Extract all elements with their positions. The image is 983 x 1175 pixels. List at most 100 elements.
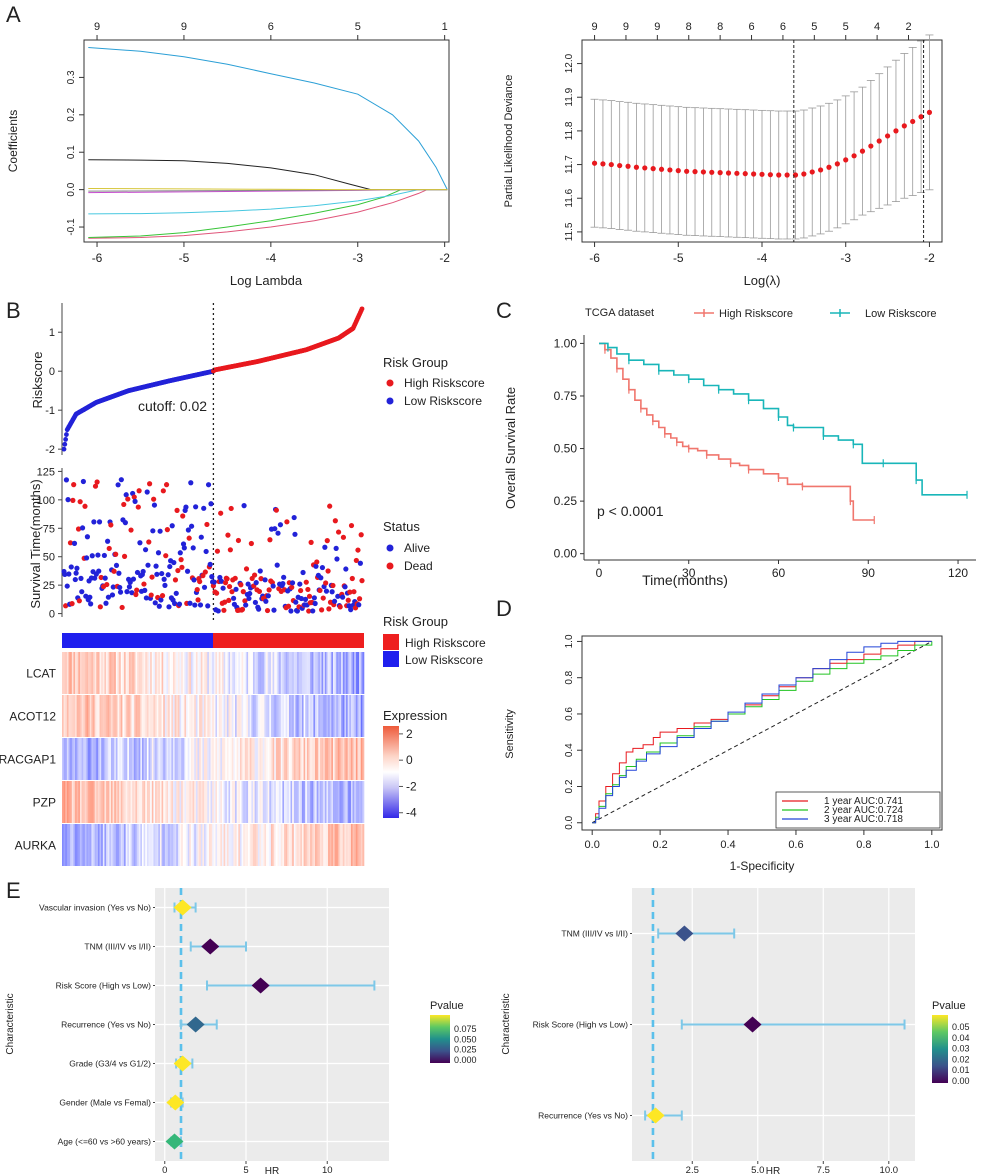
heatmap-cell [62,738,64,780]
heatmap-cell [71,695,74,737]
heatmap-cell [297,738,299,780]
heatmap-cell [241,652,244,694]
heatmap-cell [341,781,344,823]
heatmap-cell [342,781,345,823]
heatmap-cell [140,781,143,823]
pvalue-legend-title: Pvalue [430,1000,464,1012]
dead-point [97,604,103,610]
hr-diamond [166,1094,185,1111]
heatmap-cell [179,781,182,823]
heatmap-cell [181,824,184,866]
alive-point [343,566,349,572]
heatmap-cell [63,824,66,866]
heatmap-cell [68,738,71,780]
alive-point [162,582,168,588]
alive-point [126,584,133,590]
dead-point [303,579,309,585]
heatmap-cell [251,652,254,694]
y-tick-label: 0.1 [66,145,77,159]
heatmap-cell [106,695,109,737]
heatmap-cell [362,781,365,823]
alive-point [177,550,183,556]
heatmap-cell [293,781,296,823]
dead-point [284,519,290,525]
gene-label-pzp: PZP [33,796,56,810]
heatmap-cell [96,824,99,866]
heatmap-cell [226,824,229,866]
heatmap-cell [318,738,321,780]
heatmap-cell [233,738,236,780]
heatmap-cell [109,652,112,694]
heatmap-cell [310,738,313,780]
heatmap-cell [166,695,169,737]
heatmap-cell [315,652,317,694]
legend-low-label: Low Riskscore [865,308,937,320]
dead-point [131,494,137,500]
heatmap-cell [339,652,342,694]
heatmap-cell [186,652,188,694]
heatmap-cell [207,738,210,780]
heatmap-cell [233,781,236,823]
pvalue-colorbar [932,1015,948,1083]
heatmap-cell [75,824,77,866]
alive-point [88,601,94,607]
dead-point [242,598,248,604]
heatmap-cell [159,695,162,737]
heatmap-cell [270,652,273,694]
heatmap-cell [115,652,118,694]
heatmap-cell [324,781,327,823]
heatmap-cell [70,781,73,823]
dead-point [355,547,361,553]
heatmap-cell [143,695,146,737]
heatmap-cell [267,738,270,780]
heatmap-cell [350,781,353,823]
heatmap-cell [66,781,69,823]
heatmap-cell [301,695,304,737]
dead-point [133,591,139,598]
heatmap-cell [96,781,99,823]
heatmap-cell [213,652,216,694]
alive-point [208,501,214,507]
heatmap-cell [187,652,190,694]
heatmap-cell [239,781,242,823]
heatmap-cell [163,824,166,866]
heatmap-cell [308,824,311,866]
heatmap-cell [360,652,363,694]
panel-label-d: D [496,596,512,621]
heatmap-cell [266,781,268,823]
heatmap-cell [122,695,125,737]
heatmap-cell [158,738,161,780]
heatmap-cell [174,738,177,780]
heatmap-cell [166,781,169,823]
heatmap-cell [319,781,322,823]
dead-point [63,603,69,609]
heatmap-cell [76,824,79,866]
heatmap-cell [190,652,193,694]
heatmap-cell [192,781,195,823]
heatmap-cell [71,652,74,694]
heatmap-cell [194,652,197,694]
heatmap-cell [89,695,92,737]
dead-point [229,589,235,595]
heatmap-cell [179,824,182,866]
heatmap-cell [104,824,107,866]
x-tick-label: 0.0 [585,839,600,851]
dead-point [226,583,233,590]
heatmap-cell [308,652,311,694]
heatmap-cell [269,695,272,737]
heatmap-cell [138,824,141,866]
heatmap-cell [73,652,76,694]
hr-diamond [251,977,270,994]
alive-point [257,568,263,574]
heatmap-cell [267,824,270,866]
heatmap-cell [359,738,362,780]
heatmap-cell [246,652,249,694]
heatmap-cell [279,824,282,866]
pvalue-tick-label: 0.01 [952,1065,970,1075]
alive-point [129,590,135,596]
hr-diamond [165,1133,184,1150]
alive-point [130,576,137,582]
heatmap-cell [186,738,188,780]
y-axis-label: Riskscore [30,351,45,408]
deviance-point [801,171,807,177]
